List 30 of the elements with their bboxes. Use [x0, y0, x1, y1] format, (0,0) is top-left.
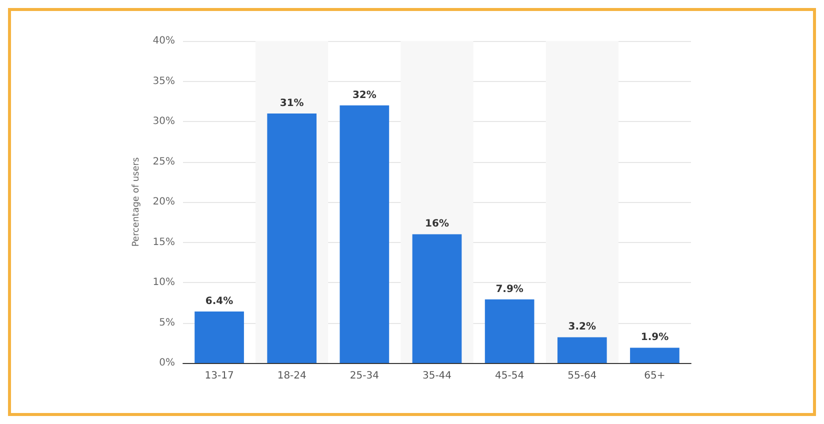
y-tick-label: 20%	[152, 196, 175, 208]
data-label: 16%	[425, 218, 449, 230]
x-tick-label: 13-17	[204, 370, 234, 382]
y-tick-label: 25%	[152, 156, 175, 168]
bar	[484, 299, 534, 363]
x-tick-label: 55-64	[568, 370, 597, 382]
x-tick-label: 35-44	[422, 370, 452, 382]
x-tick-label: 18-24	[277, 370, 306, 382]
y-tick-label: 5%	[159, 317, 175, 328]
y-tick-label: 0%	[159, 358, 175, 368]
bar	[194, 311, 244, 363]
bar	[412, 234, 462, 363]
data-label: 3.2%	[568, 322, 596, 333]
data-label: 1.9%	[640, 332, 669, 344]
bar	[630, 348, 680, 363]
y-tick-label: 15%	[152, 236, 175, 248]
data-label: 7.9%	[496, 284, 524, 295]
bar	[557, 337, 607, 363]
data-label: 31%	[280, 98, 304, 109]
y-tick-label: 10%	[152, 277, 175, 288]
y-axis-title: Percentage of users	[132, 157, 142, 247]
x-tick-label: 25-34	[350, 370, 379, 382]
x-tick-label: 65+	[644, 370, 666, 382]
data-label: 32%	[352, 90, 376, 101]
y-tick-label: 30%	[152, 116, 175, 127]
bar	[340, 105, 390, 363]
x-tick-label: 45-54	[495, 370, 524, 382]
data-label: 6.4%	[205, 296, 234, 307]
y-tick-label: 35%	[152, 76, 175, 87]
y-tick-label: 40%	[152, 36, 175, 46]
